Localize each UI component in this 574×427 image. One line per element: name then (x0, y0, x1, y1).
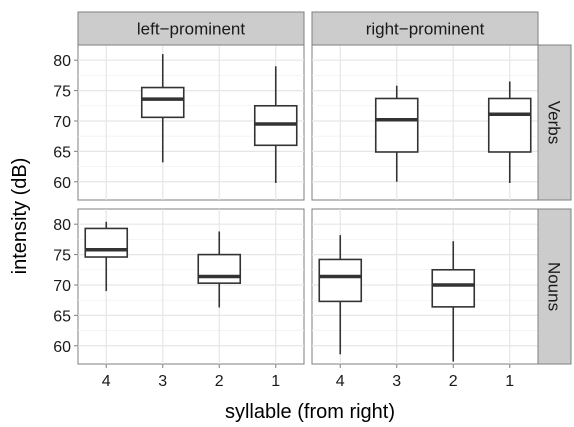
x-tick-label: 3 (392, 373, 401, 390)
iqr-box (84, 227, 129, 258)
strip-verbs: Verbs (537, 44, 572, 201)
x-tick-label: 1 (271, 373, 280, 390)
iqr-box (318, 258, 363, 303)
strip-label: Nouns (545, 262, 564, 311)
iqr-box (431, 268, 476, 308)
x-axis: 4 3 2 1 4 3 2 1 (102, 364, 514, 390)
y-tick-label: 80 (53, 217, 71, 234)
strip-label: Verbs (545, 101, 564, 144)
y-tick-label: 60 (53, 339, 71, 356)
x-tick-label: 2 (215, 373, 224, 390)
y-tick-label: 70 (53, 278, 71, 295)
x-tick-label: 4 (336, 373, 345, 390)
y-tick-label: 75 (53, 248, 71, 265)
iqr-box (140, 86, 185, 119)
y-tick-label: 65 (53, 144, 71, 161)
strip-nouns: Nouns (537, 208, 572, 365)
strip-label: left−prominent (137, 20, 245, 39)
x-tick-label: 1 (505, 373, 514, 390)
panels-layer (77, 44, 539, 365)
box-x-2 (431, 241, 476, 362)
strip-right-prominent: right−prominent (311, 11, 539, 46)
y-tick-label: 75 (53, 84, 71, 101)
boxes-left-prominent-verbs (140, 54, 298, 183)
facet-strips: left−prominent right−prominent Verbs Nouns (77, 11, 572, 365)
strip-background (77, 11, 305, 46)
boxes-right-prominent-verbs (374, 81, 532, 183)
y-axis-title: intensity (dB) (9, 158, 31, 275)
strip-background (537, 44, 572, 201)
box-x-1 (253, 66, 298, 183)
iqr-box (197, 253, 242, 284)
y-tick-label: 65 (53, 308, 71, 325)
y-tick-label: 80 (53, 53, 71, 70)
box-x-3 (374, 85, 419, 182)
strip-label: right−prominent (366, 20, 485, 39)
strip-background (311, 11, 539, 46)
y-tick-label: 70 (53, 114, 71, 131)
iqr-box (374, 97, 419, 153)
strip-left-prominent: left−prominent (77, 11, 305, 46)
x-tick-label: 4 (102, 373, 111, 390)
boxes-right-prominent-nouns (318, 235, 476, 362)
box-x-4 (84, 221, 129, 292)
x-axis-title: syllable (from right) (225, 401, 395, 423)
x-tick-label: 2 (449, 373, 458, 390)
box-x-1 (487, 81, 532, 183)
x-tick-label: 3 (158, 373, 167, 390)
y-axis: 60 65 70 75 80 60 65 70 75 80 (53, 53, 78, 356)
boxes-left-prominent-nouns (84, 221, 242, 308)
y-tick-label: 60 (53, 175, 71, 192)
box-x-3 (140, 54, 185, 163)
strip-background (537, 208, 572, 365)
iqr-box (487, 97, 532, 153)
box-x-4 (318, 235, 363, 355)
box-x-2 (197, 231, 242, 308)
